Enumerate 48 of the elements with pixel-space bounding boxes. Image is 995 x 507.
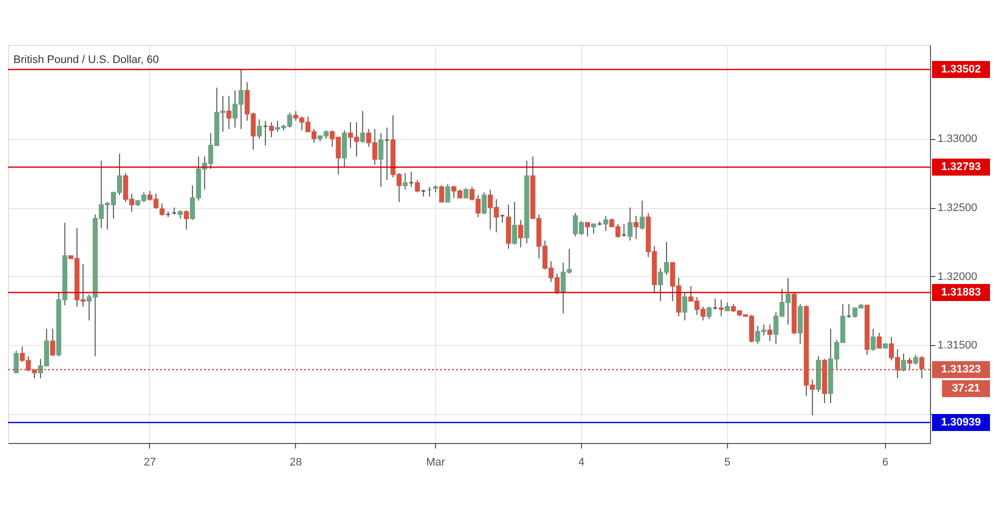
candlestick — [160, 202, 165, 216]
x-tick-label: 4 — [578, 456, 584, 468]
x-tick-label: 27 — [144, 456, 156, 468]
candlestick — [50, 328, 56, 357]
y-tick-label: 1.32000 — [938, 270, 978, 283]
candlestick — [439, 184, 444, 202]
candlestick — [585, 222, 590, 237]
candlestick — [876, 332, 882, 348]
text: 37:21 — [952, 382, 980, 395]
ref-line-label: 1.33502 — [941, 64, 981, 76]
candlestick — [706, 306, 712, 320]
candlestick — [591, 224, 596, 234]
candlestick — [870, 328, 876, 352]
candlestick — [226, 95, 232, 130]
ref-line-label: 1.31883 — [941, 286, 981, 298]
x-tick-label: 6 — [882, 456, 888, 468]
candlestick — [402, 172, 408, 190]
candlestick — [767, 324, 772, 342]
candlestick — [512, 201, 518, 246]
candlestick — [463, 188, 468, 198]
candlestick — [184, 210, 189, 230]
ref-line-label: 1.30939 — [941, 416, 981, 428]
x-tick-label: 28 — [290, 456, 302, 468]
candlestick — [640, 200, 645, 230]
y-tick-label: 1.32500 — [938, 202, 978, 214]
x-tick-label: 5 — [724, 456, 730, 468]
text: British Pound / U.S. Dollar, 60 — [13, 54, 159, 66]
candlestick — [414, 179, 420, 193]
candlestick — [268, 122, 274, 138]
candlestick — [256, 118, 262, 140]
candlestick — [628, 207, 633, 242]
candlestick — [482, 192, 487, 215]
candlestick — [718, 299, 724, 317]
candlestick — [360, 110, 366, 144]
candlestick — [518, 219, 524, 248]
candlestick — [378, 132, 384, 188]
candlestick — [445, 184, 450, 202]
candlestick — [603, 215, 608, 232]
candlestick — [901, 352, 906, 372]
x-tick-label: Mar — [426, 456, 446, 468]
ref-line-label: 1.32793 — [941, 161, 981, 174]
ref-line-label: 1.31323 — [941, 364, 981, 376]
candlestick — [682, 292, 688, 321]
y-tick-label: 1.33000 — [938, 133, 978, 146]
candlestick — [14, 350, 19, 374]
candlestick — [634, 215, 639, 240]
candlestick — [913, 354, 918, 365]
y-tick-label: 1.31500 — [938, 340, 978, 352]
